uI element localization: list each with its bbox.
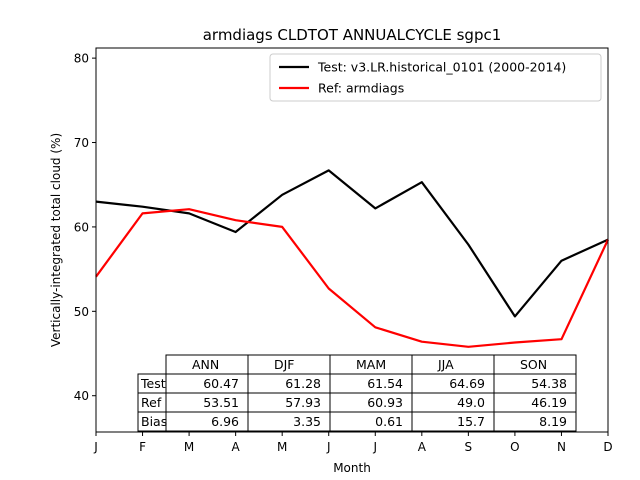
x-tick-label: J	[326, 440, 331, 454]
table-value: 61.54	[367, 376, 403, 391]
y-tick-label: 60	[74, 220, 89, 234]
table-header: DJF	[274, 357, 295, 372]
legend-entry: Ref: armdiags	[318, 81, 404, 96]
x-tick-label: M	[277, 440, 287, 454]
table-value: 0.61	[375, 414, 403, 429]
table-cell	[493, 411, 577, 432]
table-value: 60.47	[203, 376, 239, 391]
series-lines	[95, 169, 609, 348]
x-tick-label: A	[232, 440, 241, 454]
table-row-label: Bias	[141, 414, 167, 429]
y-tick-label: 70	[74, 136, 89, 150]
series-line-ref	[95, 208, 609, 348]
legend-box	[269, 53, 602, 102]
table-value: 57.93	[285, 395, 321, 410]
x-tick-label: O	[510, 440, 519, 454]
x-tick-label: A	[418, 440, 427, 454]
plot-frame	[95, 47, 609, 433]
table-value: 53.51	[203, 395, 239, 410]
table-header: MAM	[356, 357, 386, 372]
table-value: 6.96	[211, 414, 239, 429]
table-header: SON	[520, 357, 547, 372]
x-tick-label: S	[465, 440, 473, 454]
y-tick-label: 50	[74, 305, 89, 319]
table-header: ANN	[192, 357, 219, 372]
table-row-label: Test	[140, 376, 166, 391]
x-tick-label: J	[93, 440, 98, 454]
x-tick-label: M	[184, 440, 194, 454]
table-header: JJA	[437, 357, 454, 372]
table-value: 60.93	[367, 395, 403, 410]
legend-entry: Test: v3.LR.historical_0101 (2000-2014)	[317, 60, 566, 75]
table-value: 64.69	[449, 376, 485, 391]
series-line-test	[95, 169, 609, 318]
y-tick-label: 40	[74, 389, 89, 403]
chart-title: armdiags CLDTOT ANNUALCYCLE sgpc1	[203, 26, 502, 44]
x-axis-label: Month	[333, 461, 371, 475]
x-tick-label: F	[139, 440, 146, 454]
x-tick-label: N	[557, 440, 566, 454]
stats-table: ANN DJF MAM JJA SON Test 60.47 61.28 61.54 64.69 5…	[137, 354, 577, 432]
y-tick-label: 80	[74, 52, 89, 66]
table-value: 46.19	[531, 395, 567, 410]
table-value: 3.35	[293, 414, 321, 429]
table-value: 49.0	[457, 395, 485, 410]
table-value: 15.7	[457, 414, 485, 429]
x-tick-label: D	[603, 440, 612, 454]
table-value: 8.19	[539, 414, 567, 429]
table-row-label: Ref	[141, 395, 162, 410]
y-axis-label: Vertically-integrated total cloud (%)	[49, 133, 63, 347]
x-tick-label: J	[372, 440, 377, 454]
y-axis: 40 50 60 70 80	[74, 52, 96, 403]
table-value: 54.38	[531, 376, 567, 391]
table-value: 61.28	[285, 376, 321, 391]
legend: Test: v3.LR.historical_0101 (2000-2014) R…	[269, 53, 602, 102]
